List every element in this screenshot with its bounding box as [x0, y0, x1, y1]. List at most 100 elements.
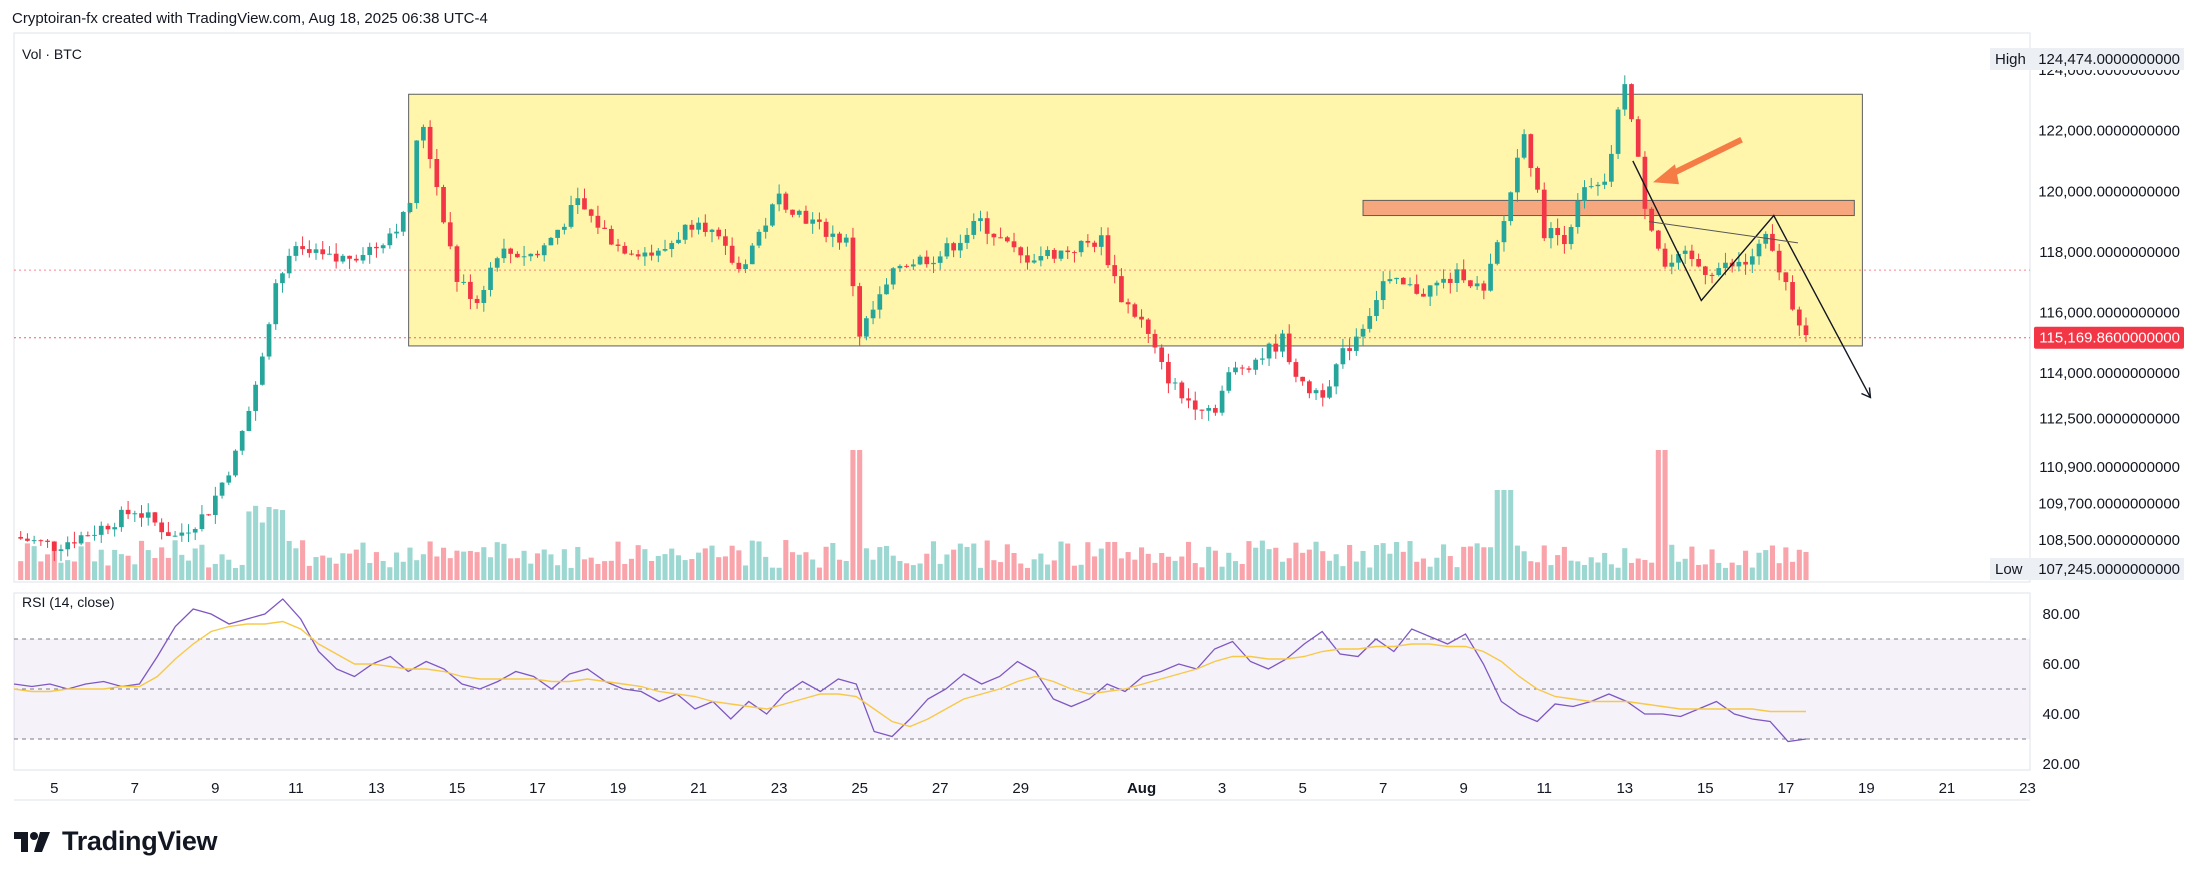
- candle-body: [937, 256, 943, 263]
- volume-bar: [581, 559, 588, 580]
- candle-body: [669, 243, 675, 249]
- candle-body: [1186, 398, 1191, 401]
- candle-body: [1400, 277, 1406, 285]
- volume-bar: [91, 561, 98, 580]
- volume-bar: [555, 565, 561, 580]
- candle-body: [1333, 364, 1339, 387]
- candle-body: [1340, 348, 1346, 365]
- volume-bar: [1226, 552, 1232, 580]
- candle-body: [615, 244, 621, 246]
- rsi-tick-label: 20.00: [2042, 756, 2080, 773]
- volume-bar: [1232, 561, 1239, 580]
- volume-bar: [1373, 545, 1380, 580]
- candle-body: [917, 256, 923, 265]
- candle-body: [1655, 230, 1661, 249]
- volume-bar: [615, 541, 621, 580]
- chart-canvas: 124,000.0000000000122,000.0000000000120,…: [13, 32, 2184, 801]
- candle-body: [508, 248, 514, 254]
- volume-bar: [31, 546, 37, 580]
- volume-bar: [1004, 544, 1010, 580]
- candle-body: [957, 242, 963, 251]
- volume-bar: [816, 567, 822, 580]
- volume-bar: [239, 564, 245, 580]
- candle-body: [1380, 281, 1386, 301]
- candle-body: [870, 309, 876, 319]
- volume-bar: [1702, 564, 1708, 580]
- candle-body: [1696, 258, 1701, 267]
- volume-bar: [1628, 562, 1635, 580]
- candle-body: [776, 193, 782, 205]
- candle-body: [1615, 109, 1621, 154]
- volume-bar: [1783, 547, 1789, 580]
- candle-body: [152, 512, 158, 523]
- candle-body: [1743, 261, 1748, 265]
- candle-body: [1716, 268, 1722, 276]
- volume-bar: [1058, 541, 1064, 580]
- candle-body: [555, 229, 560, 238]
- volume-bar: [212, 563, 218, 580]
- volume-bar: [1152, 562, 1158, 580]
- volume-bar: [682, 560, 688, 580]
- candle-body: [327, 253, 332, 255]
- candle-body: [1051, 249, 1057, 259]
- volume-bar: [1682, 558, 1688, 580]
- candle-body: [333, 253, 339, 262]
- volume-bar: [1320, 551, 1326, 580]
- volume-bar: [836, 559, 843, 580]
- candle-body: [568, 205, 574, 227]
- volume-bar: [1689, 546, 1695, 580]
- volume-bar: [447, 558, 453, 580]
- zigzag-arrowhead: [1861, 387, 1872, 399]
- candle-body: [655, 250, 661, 256]
- volume-bar: [897, 560, 903, 580]
- volume-bar: [763, 556, 769, 580]
- candle-body: [461, 281, 467, 283]
- candle-body: [1179, 382, 1185, 399]
- volume-bar: [259, 522, 265, 580]
- volume-bar: [1185, 541, 1192, 580]
- candle-body: [367, 246, 373, 255]
- volume-bar: [474, 552, 480, 580]
- candle-body: [770, 204, 775, 226]
- candle-body: [682, 224, 688, 240]
- price-tick-label: 122,000.0000000000: [2038, 123, 2180, 140]
- volume-bar: [628, 558, 635, 580]
- volume-bar: [394, 552, 400, 580]
- candle-body: [884, 284, 889, 295]
- volume-bar: [487, 557, 494, 580]
- volume-bar: [1326, 560, 1333, 580]
- volume-bar: [743, 565, 749, 580]
- volume-bar: [1145, 553, 1151, 580]
- candle-body: [1260, 358, 1265, 360]
- low-tag-label: Low: [1995, 561, 2023, 578]
- volume-bar: [528, 563, 534, 580]
- candle-body: [474, 298, 480, 303]
- candle-body: [1246, 368, 1252, 370]
- candle-body: [817, 219, 822, 222]
- volume-bar: [642, 549, 648, 580]
- candle-body: [897, 265, 903, 269]
- volume-bar: [1548, 565, 1554, 580]
- volume-bar: [655, 555, 661, 580]
- time-tick-label: 25: [851, 780, 868, 797]
- candle-body: [219, 482, 225, 496]
- candle-body: [1548, 228, 1554, 239]
- volume-bar: [508, 558, 514, 580]
- time-tick-label: 23: [771, 780, 788, 797]
- volume-bar: [1132, 559, 1138, 580]
- time-tick-label: 13: [368, 780, 385, 797]
- candle-body: [1427, 285, 1433, 297]
- candle-body: [300, 246, 305, 250]
- time-tick-label: 13: [1616, 780, 1633, 797]
- volume-bar: [602, 561, 608, 580]
- volume-bar: [1467, 546, 1473, 580]
- time-tick-label: 17: [529, 780, 546, 797]
- volume-bar: [1286, 558, 1292, 580]
- candle-body: [239, 430, 245, 451]
- candle-body: [380, 245, 386, 249]
- time-tick-label: 19: [610, 780, 627, 797]
- volume-bar: [1588, 557, 1594, 580]
- tradingview-logo[interactable]: TradingView: [14, 826, 218, 857]
- volume-bar: [776, 567, 782, 580]
- volume-bar: [971, 543, 977, 580]
